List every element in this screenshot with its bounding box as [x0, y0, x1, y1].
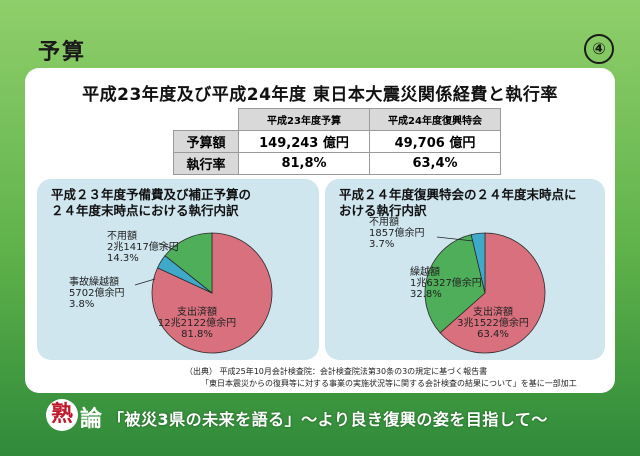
table-column-header: 平成24年度復興特会	[369, 108, 501, 131]
footer-title: 「被災3県の未来を語る」〜より良き復興の姿を目指して〜	[108, 410, 548, 429]
slice-label: 不用額 1857億余円 3.7%	[369, 215, 424, 250]
slice-name: 事故繰越額	[69, 275, 119, 288]
chart-title-line: 平成２４年度復興特会の２４年度末時点に	[339, 187, 577, 202]
chart-panel-fy23: 平成２３年度予備費及び補正予算の ２４年度末時点における執行内訳 支出済額 12兆…	[37, 179, 319, 360]
slice-percent: 32.8%	[410, 289, 442, 300]
pie-slice	[164, 232, 213, 294]
chart-title: 平成２４年度復興特会の２４年度末時点に おける執行内訳	[339, 187, 577, 219]
table-row: 執行率 81,8% 63,4%	[173, 152, 501, 175]
slice-percent: 63.4%	[477, 329, 509, 340]
footer-banner: 熟 論 「被災3県の未来を語る」〜より良き復興の姿を目指して〜	[38, 398, 618, 436]
slice-label: 支出済額 3兆1522億余円 63.4%	[457, 305, 529, 340]
slice-amount: 3兆1522億余円	[457, 316, 529, 329]
pie-slice	[151, 232, 273, 354]
slice-percent: 14.3%	[107, 253, 139, 264]
pie-chart-fy24: 支出済額 3兆1522億余円 63.4% 繰越額 1兆6327億余円 32.8% 不用額 18…	[369, 215, 546, 354]
slice-name: 支出済額	[177, 305, 217, 318]
chart-title: 平成２３年度予備費及び補正予算の ２４年度末時点における執行内訳	[51, 187, 251, 219]
slice-label: 支出済額 12兆2122億余円 81.8%	[158, 305, 236, 340]
slice-amount: 5702億余円	[69, 286, 124, 299]
footer-logo-mark-2: 論	[80, 407, 103, 432]
table-cell: 81,8%	[238, 152, 370, 175]
summary-table: 平成23年度予算 平成24年度復興特会 予算額 149,243 億円 49,70…	[173, 108, 501, 175]
slice-amount: 12兆2122億余円	[158, 316, 236, 329]
leader-line	[436, 236, 474, 242]
slice-name: 支出済額	[473, 305, 513, 318]
leader-line	[134, 278, 156, 286]
row-header-budget: 予算額	[173, 130, 239, 153]
table-corner	[173, 108, 239, 131]
pie-slice	[439, 232, 546, 354]
slice-percent: 81.8%	[181, 329, 213, 340]
slice-name: 不用額	[107, 229, 137, 242]
table-cell: 63,4%	[369, 152, 501, 175]
chart-title-line: おける執行内訳	[339, 203, 427, 218]
section-title: 予算	[38, 40, 87, 65]
slice-label: 不用額 2兆1417億余円 14.3%	[107, 229, 179, 264]
slice-amount: 2兆1417億余円	[107, 240, 179, 253]
slice-label: 繰越額 1兆6327億余円 32.8%	[410, 265, 482, 300]
table-cell: 149,243 億円	[238, 130, 370, 153]
source-note-line1: （出典） 平成25年10月会計検査院：会計検査院法第30条の3の規定に基づく報告…	[185, 367, 488, 376]
page-number-badge: ④	[584, 34, 614, 64]
leader-line	[158, 242, 178, 252]
footer-logo-mark: 熟	[46, 399, 78, 431]
slice-name: 不用額	[369, 215, 399, 228]
chart-panel-fy24: 平成２４年度復興特会の２４年度末時点に おける執行内訳 支出済額 3兆1522億余…	[325, 179, 605, 360]
slice-amount: 1857億余円	[369, 226, 424, 239]
pie-slice	[470, 232, 486, 294]
slice-percent: 3.7%	[369, 239, 394, 250]
table-row: 予算額 149,243 億円 49,706 億円	[173, 130, 501, 153]
slice-percent: 3.8%	[69, 299, 94, 310]
pie-chart-fy23: 支出済額 12兆2122億余円 81.8% 事故繰越額 5702億余円 3.8% 不用額 2兆…	[69, 229, 273, 354]
chart-title-line: 平成２３年度予備費及び補正予算の	[51, 187, 252, 202]
table-column-header: 平成23年度予算	[238, 108, 370, 131]
table-cell: 49,706 億円	[369, 130, 501, 153]
source-note-line2: 「東日本震災からの復興等に対する事業の実施状況等に関する会計検査の結果について」…	[201, 379, 577, 388]
pie-slice	[424, 234, 486, 334]
slice-label: 事故繰越額 5702億余円 3.8%	[69, 275, 124, 310]
slice-amount: 1兆6327億余円	[410, 276, 482, 289]
content-panel: 平成23年度及び平成24年度 東日本大震災関係経費と執行率 平成23年度予算 平…	[25, 68, 615, 393]
slice-name: 繰越額	[410, 265, 440, 278]
row-header-execution-rate: 執行率	[173, 152, 239, 175]
chart-title-line: ２４年度末時点における執行内訳	[51, 203, 239, 218]
main-title: 平成23年度及び平成24年度 東日本大震災関係経費と執行率	[82, 85, 558, 105]
table-header-row: 平成23年度予算 平成24年度復興特会	[173, 108, 501, 131]
